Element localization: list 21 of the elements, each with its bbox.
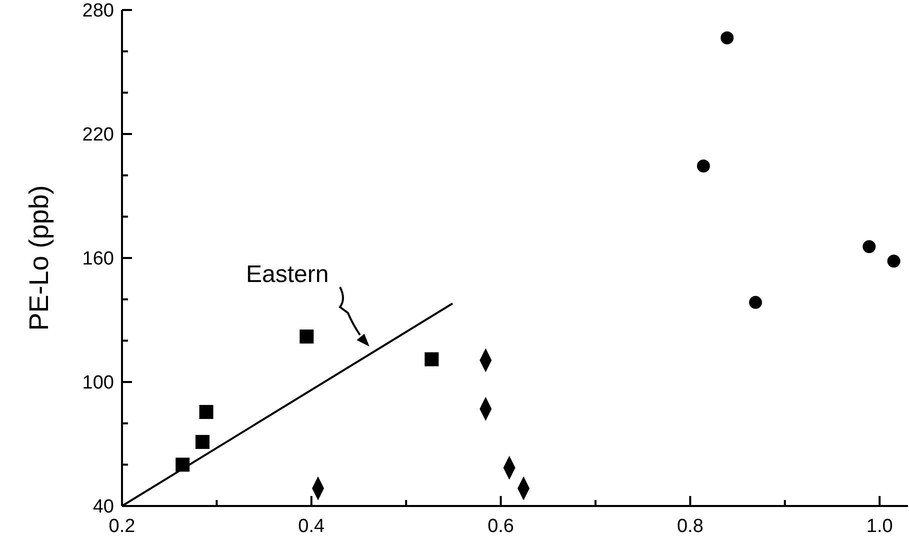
x-tick-label: 1.0 [866,516,893,537]
point [199,404,214,419]
point [862,240,876,254]
annotation: Eastern [246,261,329,288]
y-axis-title: PE-Lo (ppb) [24,185,54,331]
point [424,352,439,366]
y-tick-label: 100 [82,372,114,394]
point [300,330,314,344]
y-tick-label: 160 [82,248,114,270]
y-tick-label: 40 [92,496,114,518]
x-tick-label: 0.2 [108,516,136,537]
point [749,296,762,309]
y-tick-label: 280 [82,0,114,22]
point [696,160,710,173]
x-tick-label: 0.8 [676,516,704,537]
point [720,31,734,44]
y-tick-label: 220 [82,124,114,146]
point [195,434,210,449]
x-tick-label: 0.4 [298,516,326,537]
point [887,254,900,268]
x-tick-label: 0.6 [488,516,514,537]
